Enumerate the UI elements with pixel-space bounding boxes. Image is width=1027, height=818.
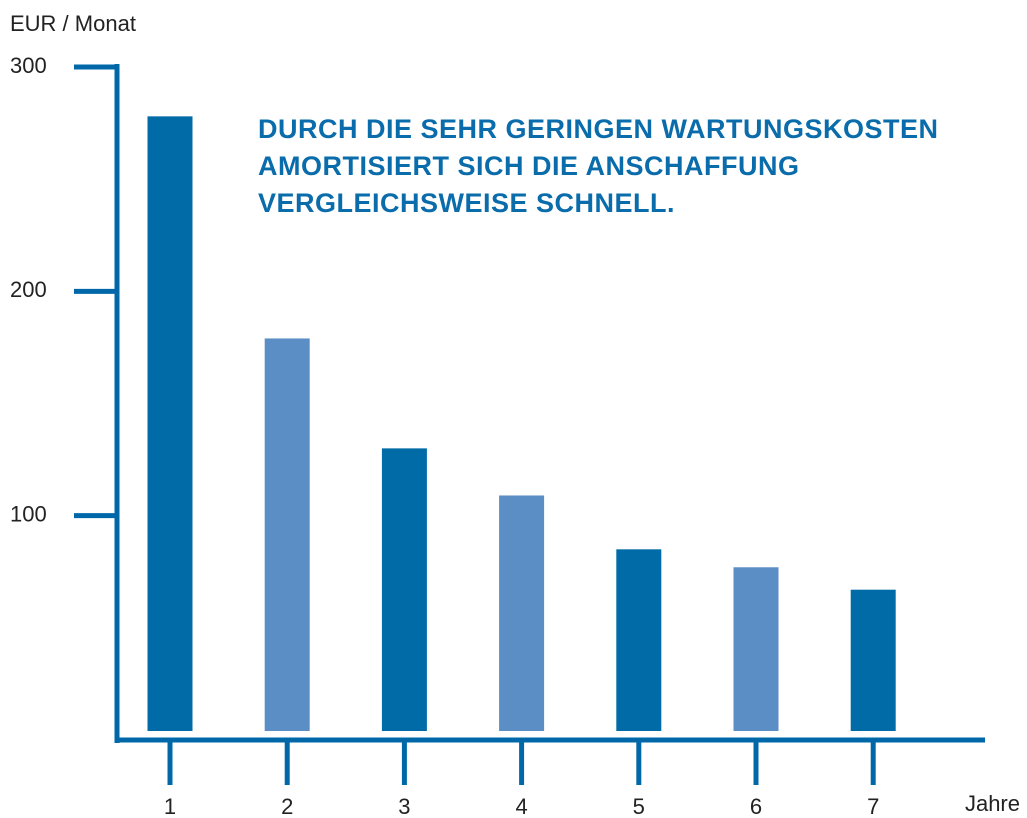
x-tick-label: 6	[750, 794, 762, 818]
x-tick-label: 7	[867, 794, 879, 818]
bar	[850, 589, 896, 731]
x-tick-label: 3	[398, 794, 410, 818]
x-tick-label: 5	[633, 794, 645, 818]
y-tick-label: 200	[10, 277, 47, 302]
annotation: AMORTISIERT SICH DIE ANSCHAFFUNG	[258, 151, 800, 181]
y-axis-label: EUR / Monat	[10, 11, 136, 36]
bar	[616, 549, 662, 731]
x-tick-label: 4	[515, 794, 527, 818]
bar	[147, 116, 193, 731]
bar	[499, 495, 545, 731]
annotation: DURCH DIE SEHR GERINGEN WARTUNGSKOSTEN	[258, 114, 939, 144]
bar	[733, 567, 779, 731]
x-axis-label: Jahre	[965, 791, 1020, 816]
bar	[381, 448, 427, 731]
x-tick-label: 2	[281, 794, 293, 818]
annotation: VERGLEICHSWEISE SCHNELL.	[258, 188, 675, 218]
bar	[264, 338, 310, 731]
y-tick-label: 100	[10, 501, 47, 526]
x-tick-label: 1	[164, 794, 176, 818]
y-tick-label: 300	[10, 53, 47, 78]
